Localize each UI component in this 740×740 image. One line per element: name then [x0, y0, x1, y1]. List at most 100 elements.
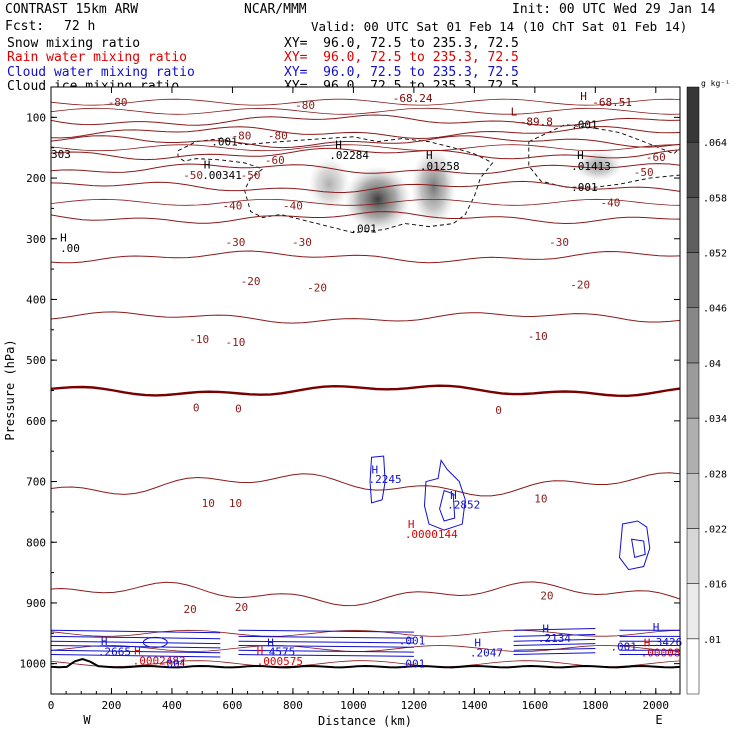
extremum-label-14: .01413	[571, 160, 611, 173]
temperature-contour-4	[51, 163, 680, 175]
colorbar-segment-5	[686, 362, 700, 419]
extremum-label-43: H	[653, 621, 660, 634]
temperature-contour-11	[51, 581, 680, 607]
cloud-ice-outline-east	[528, 124, 680, 188]
x-axis-east-label: E	[655, 713, 662, 727]
colorbar-segment-10	[686, 86, 700, 143]
colorbar-label-1: .016	[703, 580, 727, 591]
extremum-label-30: .2665	[98, 646, 131, 659]
cloud-water-layer-3	[51, 643, 680, 649]
y-tick-label-6: 700	[26, 476, 46, 489]
cloud-water-layer-1	[51, 634, 680, 640]
temperature-label-28: 20	[235, 601, 248, 614]
y-tick-label-4: 500	[26, 354, 46, 367]
extremum-label-33: .001	[160, 658, 187, 671]
colorbar-segment-4	[686, 417, 700, 474]
extremum-label-20: .00	[60, 242, 80, 255]
y-tick-label-8: 900	[26, 597, 46, 610]
colorbar-label-8: .058	[703, 193, 727, 204]
temperature-label-21: 0	[193, 401, 200, 414]
temperature-label-29: 20	[540, 590, 553, 603]
extremum-label-15: H	[204, 159, 211, 172]
colorbar-label-2: .022	[703, 524, 727, 535]
x-axis-label: Distance (km)	[318, 714, 412, 728]
cloud-water-loop-3	[619, 520, 651, 571]
temperature-label-5: -60	[646, 151, 666, 164]
colorbar-label-3: .028	[703, 469, 727, 480]
y-tick-label-9: 1000	[20, 658, 47, 671]
temperature-label-27: 20	[183, 603, 196, 616]
extremum-label-10: .02284	[329, 149, 369, 162]
temperature-contour-5	[51, 180, 680, 194]
temperature-contour-1	[51, 126, 680, 140]
extremum-label-0: H	[378, 87, 385, 100]
extremum-label-39: .2047	[470, 647, 503, 660]
extremum-label-3: -89.8	[520, 116, 553, 129]
extremum-label-4: H	[580, 90, 587, 103]
extremum-label-12: .01258	[420, 160, 460, 173]
field-rain-name: Rain water mixing ratio	[7, 50, 188, 65]
extremum-label-21: H	[372, 463, 379, 476]
temperature-label-23: 0	[495, 404, 502, 417]
extremum-label-45: 3426	[656, 636, 683, 649]
colorbar-segment-3	[686, 473, 700, 529]
x-tick-label-4: 800	[283, 699, 303, 712]
temperature-label-25: 10	[229, 497, 242, 510]
extremum-label-41: .2134	[538, 632, 571, 645]
field-snow-name: Snow mixing ratio	[7, 36, 141, 51]
temperature-label-26: 10	[534, 493, 547, 506]
field-cloud-water-name: Cloud water mixing ratio	[7, 65, 195, 80]
temperature-label-6: -50	[183, 169, 203, 182]
x-tick-label-8: 1600	[522, 699, 549, 712]
extremum-label-29: H	[101, 635, 108, 648]
extremum-label-2: L	[511, 105, 518, 118]
temperature-label-7: -50	[241, 169, 261, 182]
x-tick-label-5: 1000	[340, 699, 367, 712]
x-tick-label-1: 200	[102, 699, 122, 712]
colorbar-segment-8	[686, 197, 700, 253]
extremum-label-32: .0002482	[133, 655, 186, 668]
extremum-label-34: H	[267, 636, 274, 649]
extremum-label-8: 303	[51, 148, 71, 161]
colorbar-segment-2	[686, 528, 700, 584]
temperature-contour-7	[51, 250, 680, 264]
extremum-label-18: .001	[350, 222, 377, 235]
extremum-label-17: .001	[571, 181, 598, 194]
x-tick-label-0: 0	[48, 699, 55, 712]
extremum-label-27: .001	[399, 635, 426, 648]
extremum-label-42: .001	[610, 641, 637, 654]
valid-time: Valid: 00 UTC Sat 01 Feb 14 (10 ChT Sat …	[311, 19, 688, 34]
cloud-water-loop-1	[423, 458, 466, 531]
thin-contour-1	[51, 107, 680, 115]
extremum-label-13: H	[577, 149, 584, 162]
extremum-label-26: .0000144	[405, 528, 458, 541]
colorbar-units: g kg⁻¹	[701, 79, 730, 88]
temperature-label-11: -40	[601, 196, 621, 209]
y-tick-label-1: 200	[26, 172, 46, 185]
extremum-label-28: .001	[399, 658, 426, 671]
fcst-label: Fcst:	[5, 19, 45, 34]
temperature-contour-2	[51, 135, 680, 149]
extremum-label-1: -68.24	[393, 92, 433, 105]
colorbar-label-0: .01	[703, 635, 721, 646]
snow-blob-3	[574, 150, 623, 182]
temperature-label-3: -80	[295, 99, 315, 112]
colorbar-segment-7	[686, 252, 700, 308]
extremum-label-35: H	[257, 644, 264, 657]
extremum-label-31: H	[134, 644, 141, 657]
field-snow-xy: XY= 96.0, 72.5 to 235.3, 72.5	[284, 36, 519, 51]
temperature-contour-9	[51, 384, 680, 398]
cloud-water-core	[142, 636, 168, 648]
init-time: Init: 00 UTC Wed 29 Jan 14	[512, 2, 716, 17]
field-cloud-water-xy: XY= 96.0, 72.5 to 235.3, 72.5	[284, 65, 519, 80]
y-tick-label-7: 800	[26, 536, 46, 549]
colorbar-label-4: .034	[703, 414, 727, 425]
x-tick-label-10: 2000	[643, 699, 670, 712]
cloud-water-loop-4	[631, 538, 646, 559]
temperature-contour-6	[51, 211, 680, 225]
temperature-contour-10	[51, 472, 680, 497]
extremum-label-5: -68.51	[592, 96, 632, 109]
temperature-label-22: 0	[235, 403, 242, 416]
cloud-water-loop-2	[439, 490, 456, 522]
